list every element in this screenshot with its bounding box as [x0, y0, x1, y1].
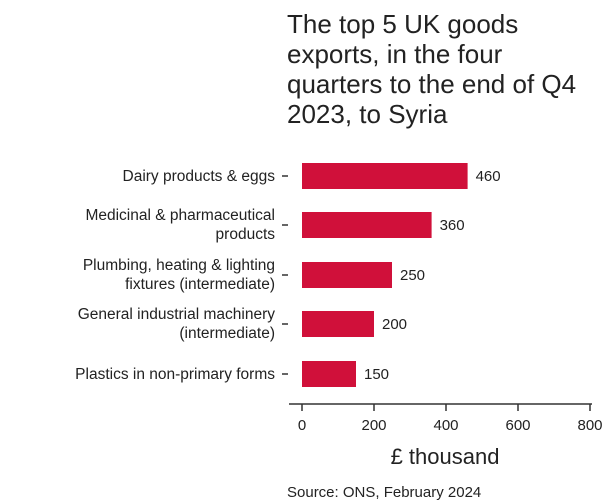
- bar: [302, 163, 468, 189]
- x-tick-label: 600: [505, 417, 530, 434]
- category-labels: Dairy products & eggs Medicinal & pharmac…: [75, 168, 288, 383]
- chart-title-line: quarters to the end of Q4: [287, 69, 576, 99]
- data-label: 460: [476, 168, 501, 185]
- data-label: 150: [364, 366, 389, 383]
- chart-title-line: 2023, to Syria: [287, 99, 448, 129]
- chart-title-line: exports, in the four: [287, 39, 503, 69]
- category-label: products: [216, 226, 276, 243]
- x-tick-label: 0: [298, 417, 306, 434]
- category-label: (intermediate): [179, 325, 275, 342]
- x-axis: 0 200 400 600 800: [289, 404, 603, 434]
- data-label: 200: [382, 316, 407, 333]
- x-axis-title: £ thousand: [391, 444, 500, 469]
- data-label: 250: [400, 267, 425, 284]
- bar: [302, 361, 356, 387]
- category-label: Plumbing, heating & lighting: [83, 257, 275, 274]
- source-note: Source: ONS, February 2024: [287, 484, 481, 501]
- bar: [302, 212, 432, 238]
- bars: [302, 163, 468, 387]
- x-tick-label: 200: [361, 417, 386, 434]
- bar: [302, 311, 374, 337]
- x-tick-label: 400: [433, 417, 458, 434]
- x-tick-label: 800: [577, 417, 602, 434]
- chart-title-line: The top 5 UK goods: [287, 9, 518, 39]
- bar: [302, 262, 392, 288]
- category-label: Dairy products & eggs: [123, 168, 276, 185]
- category-label: Medicinal & pharmaceutical: [85, 207, 275, 224]
- category-label: fixtures (intermediate): [125, 276, 275, 293]
- category-label: Plastics in non-primary forms: [75, 366, 275, 383]
- category-label: General industrial machinery: [78, 306, 276, 323]
- data-label: 360: [440, 217, 465, 234]
